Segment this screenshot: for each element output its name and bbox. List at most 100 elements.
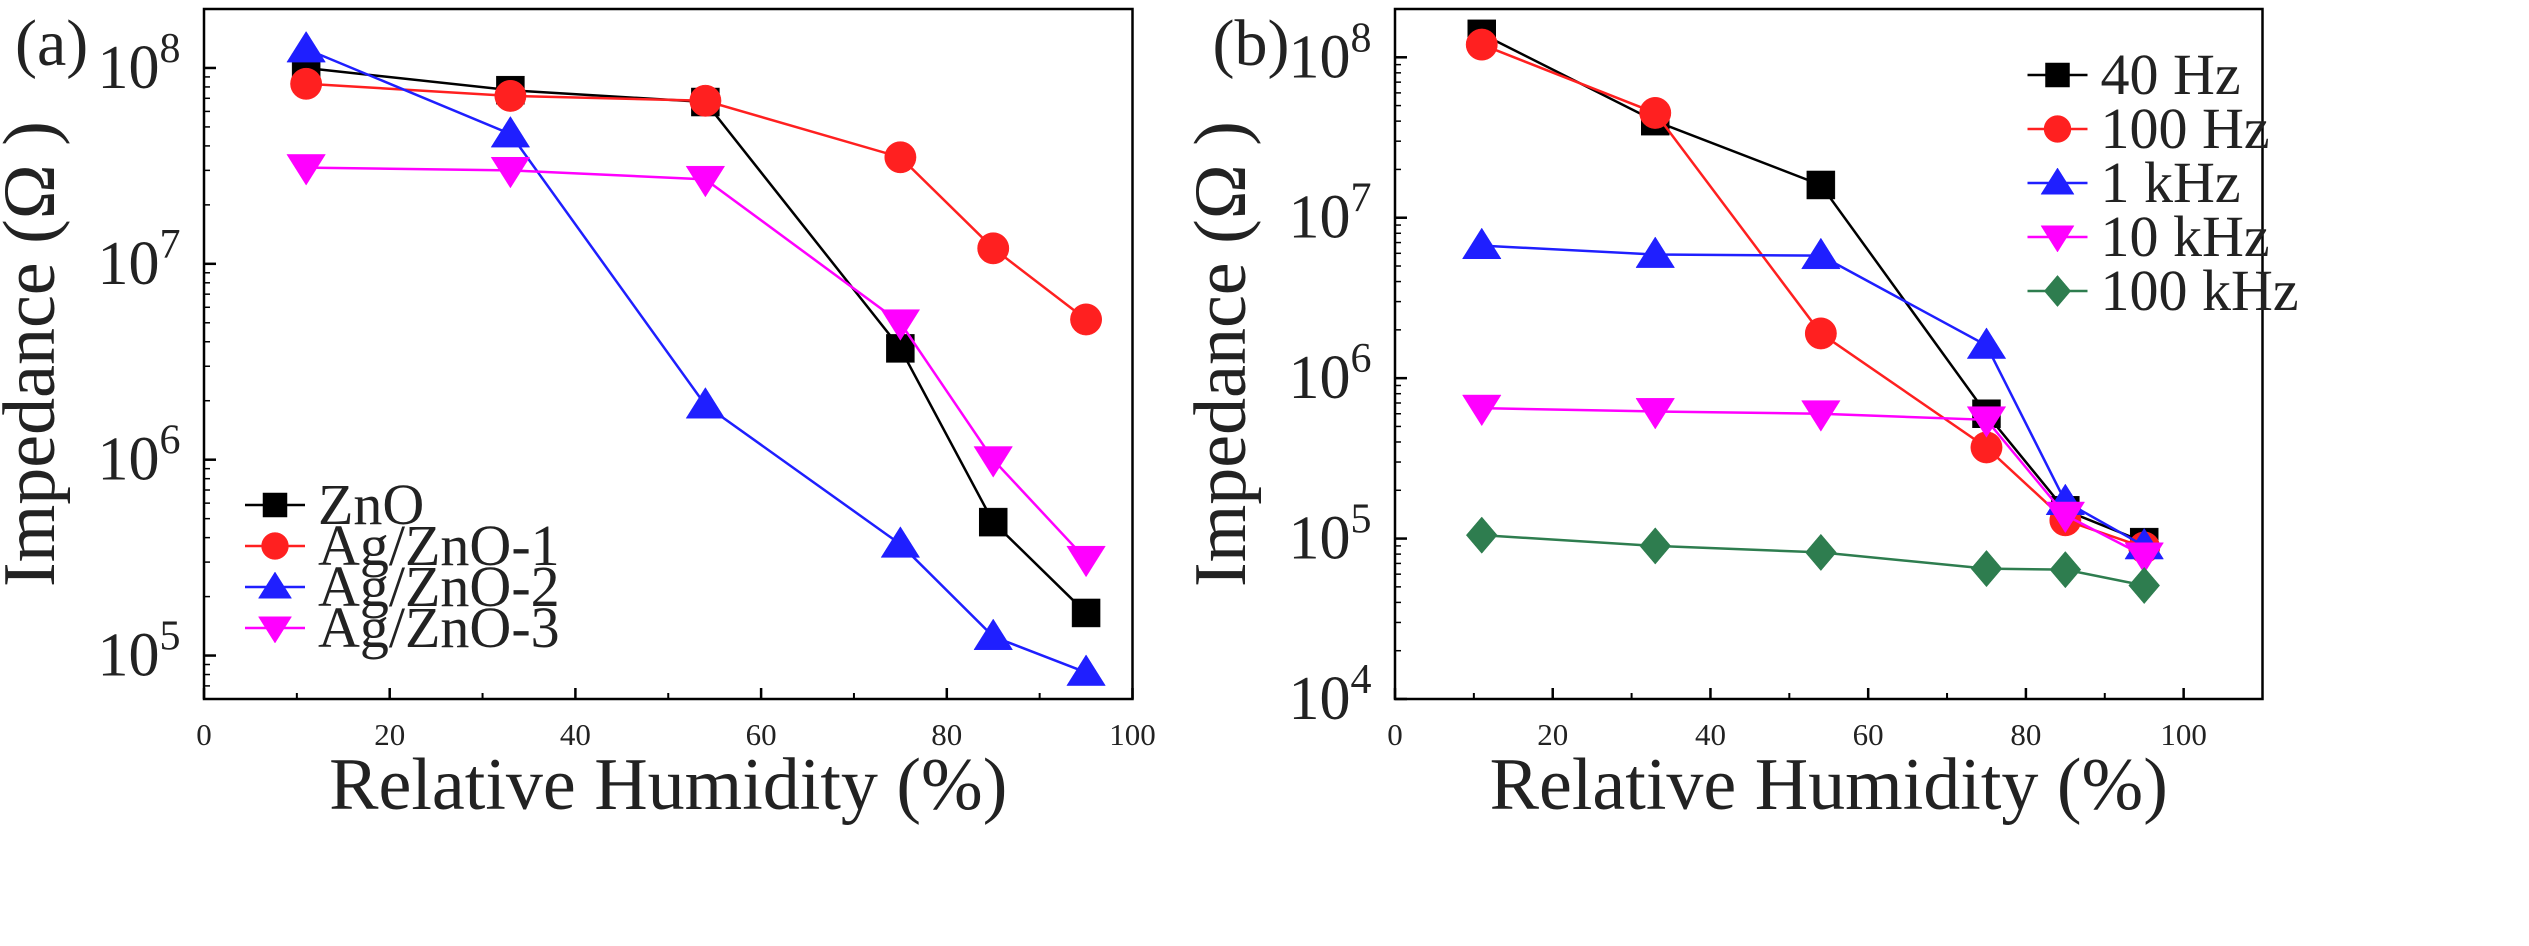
data-point: [490, 116, 531, 148]
series-line: [1481, 43, 2145, 549]
legend-label: 40 Hz: [2101, 42, 2241, 107]
data-point: [490, 156, 531, 189]
data-point: [1465, 28, 1498, 61]
panel-label: (a): [15, 7, 88, 80]
data-point: [2049, 551, 2082, 589]
data-point: [880, 309, 921, 341]
data-point: [1639, 527, 1672, 565]
data-point: [685, 165, 726, 198]
legend-label: 1 kHz: [2101, 150, 2241, 215]
x-tick-label: 20: [374, 717, 405, 752]
x-tick-label: 60: [746, 717, 777, 752]
data-point: [1071, 598, 1101, 628]
x-tick-label: 0: [1387, 717, 1403, 752]
x-axis-title: Relative Humidity (%): [329, 744, 1007, 826]
data-point: [286, 154, 326, 186]
y-axis-title: Impedance (Ω ): [0, 121, 71, 587]
legend-marker: [261, 532, 289, 560]
data-point: [1465, 516, 1498, 554]
legend-marker: [262, 492, 288, 518]
data-point: [1070, 303, 1103, 336]
data-point: [2124, 542, 2164, 574]
legend-label: Ag/ZnO-2: [318, 554, 560, 619]
legend-label: Ag/ZnO-3: [318, 595, 560, 660]
data-point: [1801, 237, 1841, 270]
y-tick-label: 105: [98, 614, 181, 690]
x-tick-label: 80: [931, 717, 962, 752]
x-tick-label: 40: [560, 717, 591, 752]
y-tick-label: 107: [1289, 176, 1372, 252]
y-tick-label: 108: [1289, 15, 1372, 91]
y-tick-label: 106: [98, 418, 181, 494]
x-tick-label: 60: [1853, 717, 1884, 752]
data-point: [884, 141, 917, 174]
data-point: [2128, 566, 2161, 605]
legend-marker: [2043, 115, 2072, 143]
y-tick-label: 104: [1289, 657, 1372, 733]
data-point: [973, 446, 1013, 478]
x-tick-label: 100: [1109, 717, 1156, 752]
data-point: [978, 507, 1008, 537]
series-line: [305, 47, 1087, 674]
data-point: [286, 31, 326, 63]
y-tick-label: 106: [1289, 336, 1372, 412]
data-point: [689, 84, 722, 117]
data-point: [1966, 327, 2007, 359]
y-axis-title: Impedance (Ω ): [1180, 121, 1262, 587]
panel-label: (b): [1213, 7, 1290, 80]
data-point: [973, 618, 1013, 650]
chart-panel-a: 0 20 40 60 80 100 105 106 107 108 Relative Humidit…: [0, 7, 1156, 826]
series-ag-zno-2: [286, 31, 1106, 686]
legend-label: Ag/ZnO-1: [318, 513, 560, 578]
legend-marker: [258, 571, 292, 599]
series-line: [305, 66, 1087, 614]
x-tick-label: 100: [2160, 717, 2207, 752]
x-tick-label: 20: [1537, 717, 1568, 752]
legend-label: 100 Hz: [2101, 96, 2270, 161]
series-line: [306, 82, 1087, 321]
x-tick-label: 0: [196, 717, 212, 752]
data-point: [1635, 236, 1675, 268]
data-point: [1462, 227, 1502, 259]
data-point: [886, 334, 915, 363]
series-10-khz: [1462, 394, 2164, 574]
data-point: [2045, 501, 2086, 534]
x-tick-label: 80: [2010, 717, 2041, 752]
data-point: [1066, 654, 1106, 686]
data-point: [685, 387, 726, 419]
y-tick-label: 105: [1289, 497, 1372, 573]
plot-frame: [1393, 7, 2264, 701]
legend-label: 100 kHz: [2101, 258, 2299, 323]
data-point: [1066, 545, 1106, 578]
legend-marker: [258, 616, 292, 644]
series-ag-zno-1: [290, 67, 1103, 336]
legend-label: 10 kHz: [2101, 204, 2270, 269]
data-point: [977, 232, 1010, 265]
data-point: [1966, 406, 2007, 438]
chart-panel-b: 0 20 40 60 80 100 104 105 106 107 108 Relative Humi…: [1180, 7, 2299, 826]
series-line: [1481, 32, 2145, 544]
legend-marker: [2043, 275, 2072, 307]
series-line: [1481, 406, 2145, 557]
legend-label: ZnO: [318, 472, 424, 537]
data-point: [1804, 317, 1837, 350]
data-point: [290, 67, 323, 100]
data-point: [880, 526, 921, 558]
data-point: [1635, 398, 1675, 430]
y-tick-label: 108: [98, 26, 181, 102]
legend-marker: [2040, 167, 2075, 195]
data-point: [494, 79, 527, 112]
data-point: [1805, 533, 1837, 571]
x-tick-label: 40: [1695, 717, 1726, 752]
data-point: [1806, 170, 1836, 200]
legend-marker: [2045, 62, 2070, 88]
data-point: [1970, 550, 2003, 588]
data-point: [1639, 96, 1672, 129]
series-line: [306, 166, 1087, 561]
series-100-khz: [1465, 516, 2161, 605]
x-axis-title: Relative Humidity (%): [1490, 744, 2168, 826]
legend-marker: [2040, 225, 2075, 253]
